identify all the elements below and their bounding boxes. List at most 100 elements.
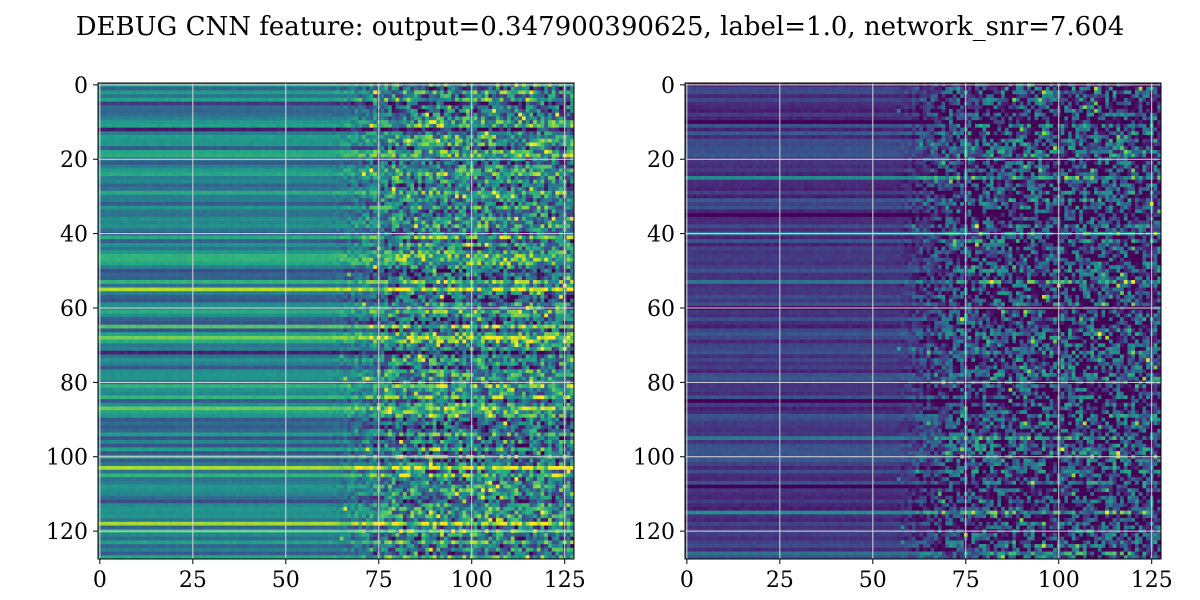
heatmap-cell	[187, 94, 191, 98]
heatmap-cell	[254, 224, 258, 228]
heatmap-cell	[388, 139, 392, 143]
heatmap-cell	[396, 187, 400, 191]
heatmap-cell	[440, 191, 444, 195]
heatmap-cell	[291, 105, 295, 109]
heatmap-cell	[548, 146, 552, 150]
heatmap-cell	[451, 120, 455, 124]
heatmap-cell	[366, 198, 370, 202]
heatmap-cell	[143, 191, 147, 195]
heatmap-cell	[552, 161, 556, 165]
heatmap-cell	[288, 195, 292, 199]
heatmap-cell	[362, 102, 366, 106]
heatmap-cell	[481, 90, 485, 94]
heatmap-cell	[250, 146, 254, 150]
heatmap-cell	[492, 202, 496, 206]
heatmap-cell	[425, 94, 429, 98]
heatmap-cell	[169, 120, 173, 124]
heatmap-cell	[507, 116, 511, 120]
heatmap-cell	[206, 224, 210, 228]
heatmap-cell	[544, 102, 548, 106]
heatmap-cell	[477, 165, 481, 169]
heatmap-cell	[448, 135, 452, 139]
heatmap-cell	[135, 128, 139, 132]
heatmap-cell	[567, 98, 571, 102]
heatmap-cell	[529, 165, 533, 169]
heatmap-cell	[369, 131, 373, 135]
heatmap-cell	[496, 131, 500, 135]
heatmap-cell	[105, 180, 109, 184]
heatmap-cell	[262, 120, 266, 124]
heatmap-cell	[154, 221, 158, 225]
heatmap-cell	[321, 113, 325, 117]
heatmap-cell	[477, 120, 481, 124]
heatmap-cell	[485, 172, 489, 176]
heatmap-cell	[336, 124, 340, 128]
heatmap-cell	[224, 116, 228, 120]
heatmap-cell	[492, 135, 496, 139]
heatmap-cell	[488, 128, 492, 132]
heatmap-cell	[399, 90, 403, 94]
heatmap-cell	[120, 143, 124, 147]
heatmap-cell	[381, 206, 385, 210]
heatmap-cell	[381, 161, 385, 165]
heatmap-cell	[172, 165, 176, 169]
heatmap-cell	[358, 198, 362, 202]
heatmap-cell	[288, 102, 292, 106]
heatmap-cell	[526, 120, 530, 124]
heatmap-cell	[347, 195, 351, 199]
heatmap-cell	[477, 113, 481, 117]
heatmap-cell	[332, 224, 336, 228]
heatmap-cell	[154, 161, 158, 165]
heatmap-cell	[396, 217, 400, 221]
heatmap-cell	[277, 102, 281, 106]
heatmap-cell	[388, 113, 392, 117]
heatmap-cell	[250, 165, 254, 169]
heatmap-cell	[418, 146, 422, 150]
heatmap-cell	[529, 202, 533, 206]
heatmap-cell	[224, 135, 228, 139]
heatmap-cell	[310, 128, 314, 132]
heatmap-cell	[362, 116, 366, 120]
heatmap-cell	[195, 124, 199, 128]
heatmap-cell	[243, 187, 247, 191]
heatmap-cell	[269, 102, 273, 106]
heatmap-cell	[403, 191, 407, 195]
heatmap-cell	[172, 135, 176, 139]
heatmap-cell	[399, 221, 403, 225]
heatmap-cell	[184, 128, 188, 132]
heatmap-cell	[269, 109, 273, 113]
heatmap-cell	[113, 165, 117, 169]
heatmap-cell	[161, 169, 165, 173]
heatmap-cell	[258, 139, 262, 143]
heatmap-cell	[250, 131, 254, 135]
heatmap-cell	[187, 131, 191, 135]
heatmap-cell	[410, 143, 414, 147]
heatmap-cell	[291, 198, 295, 202]
heatmap-cell	[522, 206, 526, 210]
heatmap-cell	[273, 180, 277, 184]
heatmap-cell	[329, 154, 333, 158]
heatmap-cell	[262, 87, 266, 91]
heatmap-cell	[299, 191, 303, 195]
heatmap-cell	[180, 176, 184, 180]
heatmap-cell	[117, 124, 121, 128]
heatmap-cell	[488, 135, 492, 139]
heatmap-cell	[265, 143, 269, 147]
heatmap-cell	[336, 165, 340, 169]
heatmap-cell	[217, 150, 221, 154]
heatmap-cell	[113, 154, 117, 158]
heatmap-cell	[224, 87, 228, 91]
heatmap-cell	[310, 150, 314, 154]
heatmap-cell	[529, 195, 533, 199]
heatmap-cell	[555, 146, 559, 150]
heatmap-cell	[303, 139, 307, 143]
heatmap-cell	[303, 176, 307, 180]
heatmap-cell	[466, 206, 470, 210]
heatmap-cell	[425, 102, 429, 106]
heatmap-cell	[139, 169, 143, 173]
heatmap-cell	[518, 191, 522, 195]
heatmap-cell	[180, 183, 184, 187]
heatmap-cell	[265, 124, 269, 128]
heatmap-cell	[507, 150, 511, 154]
heatmap-cell	[440, 87, 444, 91]
